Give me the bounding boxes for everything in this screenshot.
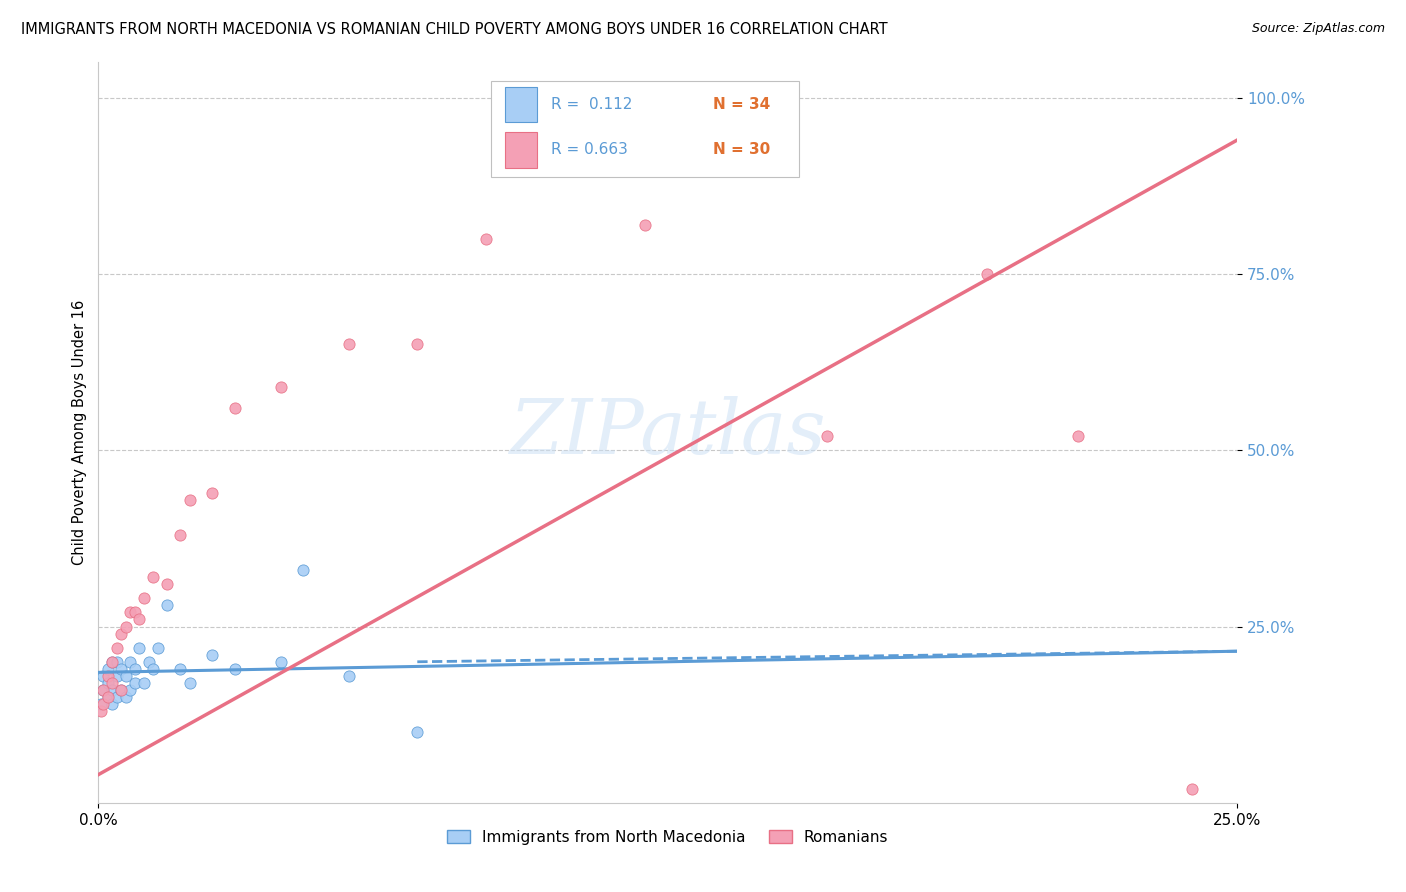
- Point: [114, 619, 136, 633]
- Text: Source: ZipAtlas.com: Source: ZipAtlas.com: [1251, 22, 1385, 36]
- Point: [110, 662, 132, 676]
- Point: [90, 704, 112, 718]
- Point: [90, 697, 112, 711]
- Point: [815, 429, 838, 443]
- Point: [124, 662, 146, 676]
- Point: [91, 697, 114, 711]
- Point: [96, 662, 118, 676]
- Point: [1067, 429, 1090, 443]
- Text: N = 30: N = 30: [713, 143, 770, 157]
- Text: IMMIGRANTS FROM NORTH MACEDONIA VS ROMANIAN CHILD POVERTY AMONG BOYS UNDER 16 CO: IMMIGRANTS FROM NORTH MACEDONIA VS ROMAN…: [21, 22, 887, 37]
- Text: R =  0.112: R = 0.112: [551, 97, 631, 112]
- Point: [91, 683, 114, 698]
- Point: [96, 690, 118, 704]
- Point: [114, 690, 136, 704]
- Y-axis label: Child Poverty Among Boys Under 16: Child Poverty Among Boys Under 16: [72, 300, 87, 566]
- Point: [224, 401, 246, 415]
- Point: [337, 669, 360, 683]
- Point: [96, 669, 118, 683]
- Text: N = 34: N = 34: [713, 97, 770, 112]
- Point: [105, 655, 128, 669]
- Point: [337, 337, 360, 351]
- Point: [101, 676, 124, 690]
- Point: [124, 676, 146, 690]
- Point: [101, 655, 124, 669]
- Point: [474, 232, 496, 246]
- Point: [120, 606, 142, 620]
- Point: [976, 267, 998, 281]
- Point: [91, 683, 114, 698]
- Point: [96, 676, 118, 690]
- Point: [138, 655, 160, 669]
- Point: [634, 218, 657, 232]
- Point: [132, 676, 155, 690]
- Point: [169, 662, 191, 676]
- Point: [156, 599, 179, 613]
- Point: [142, 570, 165, 584]
- Point: [270, 380, 292, 394]
- Point: [292, 563, 315, 577]
- Point: [146, 640, 169, 655]
- Point: [179, 676, 201, 690]
- Point: [114, 669, 136, 683]
- Point: [201, 485, 224, 500]
- Point: [105, 669, 128, 683]
- Point: [406, 725, 429, 739]
- Bar: [505, 87, 537, 122]
- Point: [169, 528, 191, 542]
- Point: [101, 655, 124, 669]
- Point: [406, 337, 429, 351]
- Point: [201, 648, 224, 662]
- Point: [142, 662, 165, 676]
- Text: ZIPatlas: ZIPatlas: [509, 396, 827, 469]
- Point: [120, 655, 142, 669]
- Point: [120, 683, 142, 698]
- Point: [132, 591, 155, 606]
- Point: [1181, 781, 1204, 796]
- Point: [224, 662, 246, 676]
- Point: [110, 683, 132, 698]
- Point: [110, 683, 132, 698]
- Point: [101, 683, 124, 698]
- Point: [105, 640, 128, 655]
- Point: [128, 612, 150, 626]
- Point: [105, 690, 128, 704]
- Legend: Immigrants from North Macedonia, Romanians: Immigrants from North Macedonia, Romania…: [441, 823, 894, 851]
- Point: [156, 577, 179, 591]
- Point: [91, 669, 114, 683]
- Point: [96, 690, 118, 704]
- Point: [124, 606, 146, 620]
- Point: [270, 655, 292, 669]
- FancyBboxPatch shape: [491, 81, 799, 178]
- Text: R = 0.663: R = 0.663: [551, 143, 627, 157]
- Point: [128, 640, 150, 655]
- Point: [110, 626, 132, 640]
- Bar: [505, 132, 537, 168]
- Point: [179, 492, 201, 507]
- Point: [101, 697, 124, 711]
